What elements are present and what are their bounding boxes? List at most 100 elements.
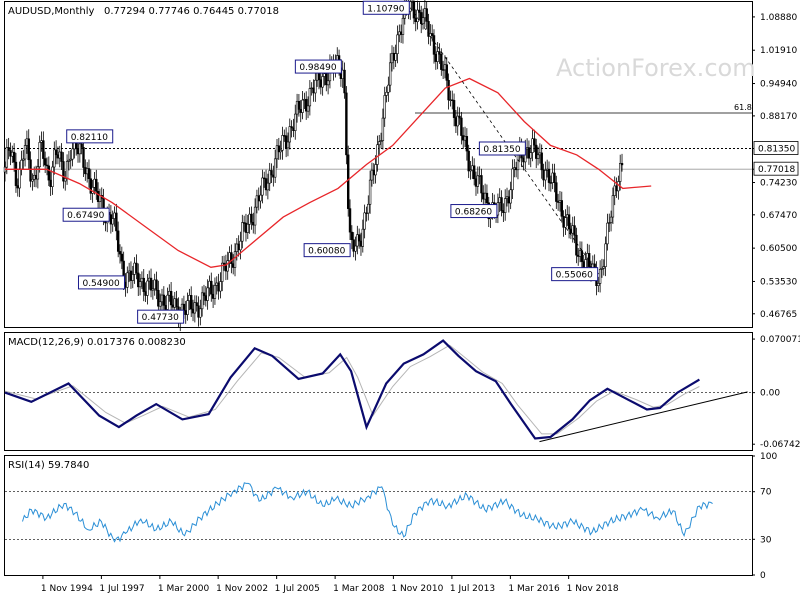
macd-panel-frame: [4, 332, 753, 451]
candle-body: [425, 8, 428, 22]
candle-body: [509, 189, 512, 204]
candle-body: [465, 136, 469, 152]
candle-body: [62, 161, 65, 182]
swing-label: 0.47730: [142, 313, 179, 323]
candle-body: [367, 203, 370, 214]
candle-body: [503, 198, 507, 213]
candle-body: [78, 143, 82, 155]
macd-tick-label: -0.067423: [760, 440, 800, 450]
candle-body: [368, 179, 372, 205]
candle-body: [64, 178, 67, 182]
x-axis-label: 1 Nov 2018: [567, 584, 619, 594]
candle-body: [354, 245, 357, 252]
candle-body: [268, 170, 271, 184]
candle-body: [388, 62, 392, 86]
candle-body: [427, 21, 430, 37]
candle-body: [511, 168, 514, 191]
swing-label-box: [303, 243, 351, 258]
swing-label-box: [294, 59, 342, 74]
candle-body: [378, 141, 381, 146]
candle-body: [401, 17, 405, 35]
candle-body: [5, 147, 9, 168]
macd-layer: 0.070071 0.00 -0.067423: [4, 335, 800, 450]
candle-body: [222, 262, 226, 265]
candle-body: [301, 99, 304, 113]
candle-body: [529, 152, 532, 159]
candle-body: [7, 147, 10, 151]
candle-body: [200, 292, 204, 310]
swing-label: 0.68260: [455, 208, 492, 218]
candle-body: [467, 150, 470, 172]
candle-body: [516, 154, 520, 171]
candle-body: [536, 154, 540, 159]
candle-body: [326, 80, 330, 86]
rsi-tick-label: 100: [760, 452, 777, 462]
candle-body: [27, 138, 30, 161]
candle-body: [87, 168, 91, 180]
chart-ohlc: 0.77294 0.77746 0.76445 0.77018: [104, 6, 279, 17]
x-axis-label: 1 Nov 1994: [41, 584, 93, 594]
fib-label: 61.8: [734, 103, 752, 112]
swing-label-box: [62, 207, 110, 222]
candle-body: [190, 295, 193, 310]
rsi-tick-label: 70: [760, 488, 772, 498]
candle-body: [286, 141, 290, 149]
candle-body: [210, 280, 213, 295]
candle-body: [250, 213, 253, 223]
swing-label: 1.10790: [367, 4, 404, 14]
candle-body: [253, 206, 257, 226]
candle-body: [182, 303, 186, 311]
candle-body: [440, 54, 443, 70]
candle-body: [193, 302, 197, 314]
candle-body: [560, 200, 563, 217]
candle-body: [418, 9, 421, 13]
x-axis-label: 1 Jul 2013: [450, 584, 495, 594]
candle-body: [604, 243, 607, 267]
candle-body: [573, 225, 576, 236]
rsi-panel-frame: [4, 455, 753, 576]
candle-body: [279, 149, 282, 153]
price-tag-level-box: [753, 141, 799, 155]
candle-body: [43, 158, 47, 166]
price-layer: 1.08880 1.01910 0.94940 0.88170 0.74230 0.674…: [3, 0, 799, 332]
price-tick-label: 0.53530: [760, 277, 797, 287]
rsi-title: RSI(14) 59.7840: [8, 460, 89, 471]
candle-body: [456, 115, 459, 127]
swing-label-box: [66, 129, 114, 144]
swing-label-box: [450, 204, 498, 219]
candle-body: [146, 280, 149, 296]
candle-body: [137, 272, 140, 288]
candle-body: [246, 223, 249, 233]
candle-body: [343, 69, 346, 94]
candle-body: [111, 218, 114, 225]
macd-tick-label: 0.070071: [760, 335, 800, 345]
candle-body: [115, 212, 118, 232]
candle-body: [221, 262, 224, 282]
candle-body: [452, 100, 456, 118]
macd-title: MACD(12,26,9) 0.017376 0.008230: [8, 337, 186, 348]
candle-body: [219, 281, 222, 292]
candle-body: [385, 91, 388, 96]
swing-label-box: [362, 0, 410, 15]
candle-body: [597, 283, 600, 286]
candle-body: [469, 169, 472, 172]
candle-body: [346, 154, 350, 209]
candle-body: [151, 288, 155, 291]
swing-label: 0.82110: [71, 133, 108, 143]
candle-body: [394, 53, 397, 61]
swing-label-box: [137, 309, 185, 324]
candle-body: [23, 145, 27, 160]
swing-label: 0.60080: [308, 247, 345, 257]
candle-body: [357, 234, 361, 242]
candle-body: [169, 290, 173, 306]
price-tick-label: 0.88170: [760, 112, 797, 122]
candle-body: [598, 268, 602, 284]
candle-body: [321, 76, 324, 88]
moving-average-line: [5, 77, 652, 268]
candle-body: [273, 158, 277, 178]
candle-body: [608, 222, 611, 224]
price-tick-label: 1.08880: [760, 13, 797, 23]
candle-body: [261, 177, 264, 196]
candle-body: [199, 308, 202, 318]
